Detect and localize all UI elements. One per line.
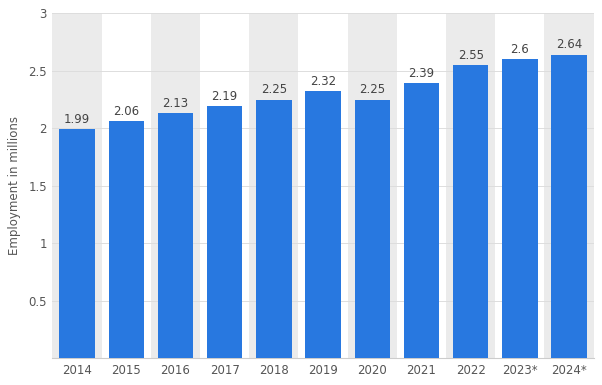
Text: 2.6: 2.6 (510, 43, 529, 56)
Bar (158, 113, 193, 358)
Bar (305, 92, 341, 358)
Text: 2.64: 2.64 (556, 38, 582, 51)
Text: 2.19: 2.19 (211, 90, 238, 103)
Bar (404, 84, 439, 358)
Bar (60, 129, 95, 358)
Bar (502, 59, 538, 358)
Text: 2.25: 2.25 (261, 83, 287, 96)
Bar (256, 100, 291, 358)
Text: 1.99: 1.99 (64, 113, 90, 126)
Bar (52, 13, 102, 358)
Bar (544, 13, 594, 358)
Bar (446, 13, 495, 358)
Text: 2.39: 2.39 (408, 67, 435, 80)
Bar (551, 55, 587, 358)
Text: 2.06: 2.06 (113, 105, 139, 118)
Text: 2.13: 2.13 (163, 97, 188, 110)
Y-axis label: Employment in millions: Employment in millions (8, 116, 21, 255)
Bar (453, 65, 488, 358)
Bar (207, 106, 243, 358)
Text: 2.25: 2.25 (359, 83, 385, 96)
Bar (108, 121, 144, 358)
Bar (355, 100, 390, 358)
Bar (249, 13, 299, 358)
Text: 2.32: 2.32 (310, 75, 336, 88)
Bar (348, 13, 397, 358)
Text: 2.55: 2.55 (458, 49, 483, 62)
Bar (151, 13, 200, 358)
